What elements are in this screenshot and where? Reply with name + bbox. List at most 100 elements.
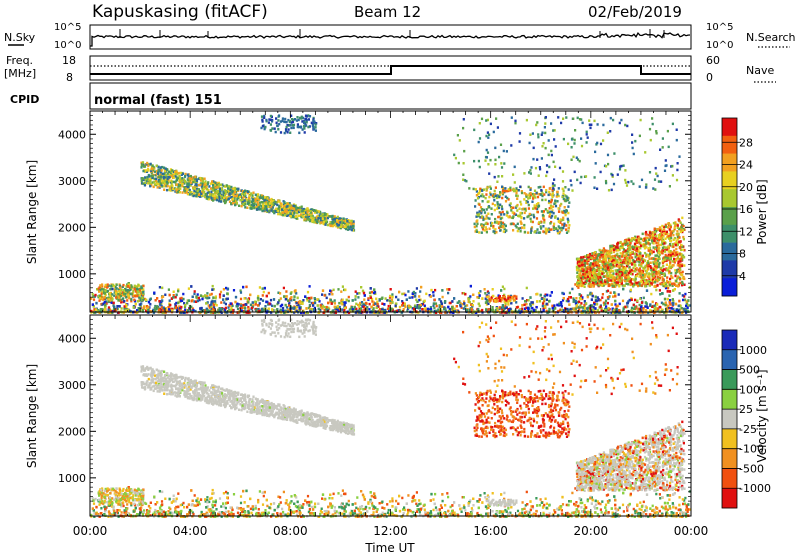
echo-cell xyxy=(163,185,165,188)
echo-cell xyxy=(611,189,613,192)
echo-cell xyxy=(274,305,276,308)
echo-cell xyxy=(667,298,669,301)
echo-cell xyxy=(491,213,493,216)
echo-cell xyxy=(127,285,129,288)
echo-cell xyxy=(165,167,167,170)
echo-cell xyxy=(210,303,212,306)
echo-cell xyxy=(344,307,346,310)
echo-cell xyxy=(479,210,481,213)
echo-cell xyxy=(547,210,549,213)
echo-cell xyxy=(532,207,534,210)
echo-cell xyxy=(556,200,558,203)
echo-cell xyxy=(432,294,434,297)
echo-cell xyxy=(171,309,173,312)
echo-cell xyxy=(278,200,280,203)
echo-cell xyxy=(605,305,607,308)
echo-cell xyxy=(430,295,432,298)
echo-cell xyxy=(176,183,178,186)
echo-cell xyxy=(563,223,565,226)
echo-cell xyxy=(212,285,214,288)
echo-cell xyxy=(575,297,577,300)
echo-cell xyxy=(125,289,127,292)
echo-cell xyxy=(134,295,136,298)
echo-cell xyxy=(579,305,581,308)
echo-cell xyxy=(215,297,217,300)
echo-cell xyxy=(267,206,269,209)
echo-cell xyxy=(593,306,595,309)
echo-cell xyxy=(536,203,538,206)
echo-cell xyxy=(669,301,671,304)
echo-cell xyxy=(395,296,397,299)
echo-cell xyxy=(654,308,656,311)
echo-cell xyxy=(346,299,348,302)
echo-cell xyxy=(399,306,401,309)
echo-cell xyxy=(544,305,546,308)
echo-cell xyxy=(531,307,533,310)
echo-cell xyxy=(179,191,181,194)
echo-cell xyxy=(152,165,154,168)
echo-cell xyxy=(549,213,551,216)
echo-cell xyxy=(194,176,196,179)
echo-cell xyxy=(553,304,555,307)
echo-cell xyxy=(224,194,226,197)
echo-cell xyxy=(308,300,310,303)
echo-cell xyxy=(196,180,198,183)
echo-cell xyxy=(481,225,483,228)
echo-cell xyxy=(463,307,465,310)
echo-cell xyxy=(510,302,512,305)
echo-cell xyxy=(416,287,418,290)
echo-cell xyxy=(532,214,534,217)
echo-cell xyxy=(338,302,340,305)
echo-cell xyxy=(545,189,547,192)
echo-cell xyxy=(488,206,490,209)
echo-cell xyxy=(566,232,568,235)
echo-cell xyxy=(286,205,288,208)
echo-cell xyxy=(136,288,138,291)
echo-cell xyxy=(145,169,147,172)
echo-cell xyxy=(283,287,285,290)
echo-cell xyxy=(363,292,365,295)
echo-cell xyxy=(164,294,166,297)
echo-cell xyxy=(113,302,115,305)
echo-cell xyxy=(420,304,422,307)
echo-cell xyxy=(309,115,311,118)
echo-cell xyxy=(292,216,294,219)
echo-cell xyxy=(494,147,496,150)
echo-cell xyxy=(284,214,286,217)
echo-cell xyxy=(570,308,572,311)
echo-cell xyxy=(613,309,615,312)
echo-cell xyxy=(300,126,302,129)
echo-cell xyxy=(519,208,521,211)
echo-cell xyxy=(195,295,197,298)
echo-cell xyxy=(519,132,521,135)
echo-cell xyxy=(150,163,152,166)
echo-cell xyxy=(371,291,373,294)
echo-cell xyxy=(655,289,657,292)
echo-cell xyxy=(123,293,125,296)
echo-cell xyxy=(506,214,508,217)
echo-cell xyxy=(295,215,297,218)
echo-cell xyxy=(459,139,461,142)
echo-cell xyxy=(330,299,332,302)
echo-cell xyxy=(252,192,254,195)
echo-cell xyxy=(641,301,643,304)
echo-cell xyxy=(202,295,204,298)
echo-cell xyxy=(627,302,629,305)
echo-cell xyxy=(339,221,341,224)
echo-cell xyxy=(549,222,551,225)
echo-cell xyxy=(240,304,242,307)
echo-cell xyxy=(167,306,169,309)
echo-cell xyxy=(370,296,372,299)
echo-cell xyxy=(234,191,236,194)
echo-cell xyxy=(315,123,317,126)
echo-cell xyxy=(262,287,264,290)
echo-cell xyxy=(496,221,498,224)
echo-cell xyxy=(492,306,494,309)
echo-cell xyxy=(351,229,353,232)
echo-cell xyxy=(280,297,282,300)
echo-cell xyxy=(358,292,360,295)
echo-cell xyxy=(645,186,647,189)
echo-cell xyxy=(324,306,326,309)
echo-cell xyxy=(503,230,505,233)
echo-cell xyxy=(678,300,680,303)
